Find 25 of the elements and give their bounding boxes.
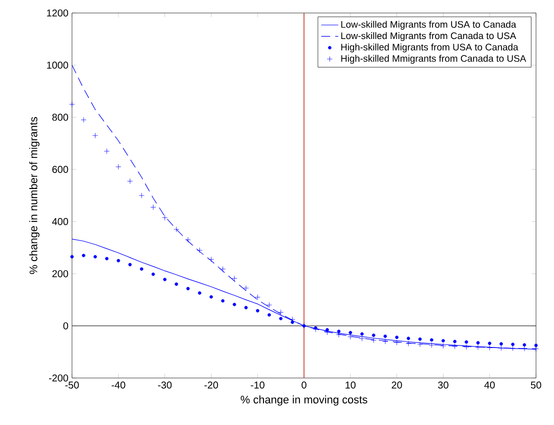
legend-label: Low-skilled Migrants from USA to Canada bbox=[341, 20, 516, 30]
y-tick-label: 400 bbox=[52, 218, 68, 226]
x-tick-label: -30 bbox=[158, 382, 172, 389]
y-tick-label: 0 bbox=[63, 322, 68, 330]
legend-label: High-skilled Mmigrants from Canada to USA bbox=[341, 54, 526, 64]
y-tick-label: 800 bbox=[52, 114, 68, 121]
x-tick-label: 20 bbox=[392, 382, 402, 389]
y-tick-label: -200 bbox=[48, 374, 68, 382]
x-tick-label: 10 bbox=[346, 382, 356, 389]
x-tick-label: -40 bbox=[112, 382, 126, 389]
y-tick-label: 1200 bbox=[47, 9, 68, 17]
x-tick-label: 30 bbox=[438, 382, 448, 389]
legend-label: Low-skilled Migrants from Canada to USA bbox=[341, 32, 516, 41]
x-tick-label: 50 bbox=[530, 382, 542, 389]
y-tick-label: 600 bbox=[52, 166, 68, 173]
x-tick-label: 0 bbox=[302, 382, 306, 389]
legend-label: High-skilled Migrants from USA to Canada bbox=[341, 44, 518, 52]
y-axis-title: % change in number of migrants bbox=[29, 117, 40, 274]
x-tick-label: -50 bbox=[65, 382, 79, 389]
y-tick-label: 200 bbox=[52, 270, 68, 278]
x-tick-label: -20 bbox=[204, 382, 218, 389]
x-tick-label: -10 bbox=[250, 382, 264, 389]
x-tick-label: 40 bbox=[484, 382, 495, 389]
y-tick-label: 1000 bbox=[47, 62, 68, 69]
x-axis-title: % change in moving costs bbox=[240, 395, 368, 406]
